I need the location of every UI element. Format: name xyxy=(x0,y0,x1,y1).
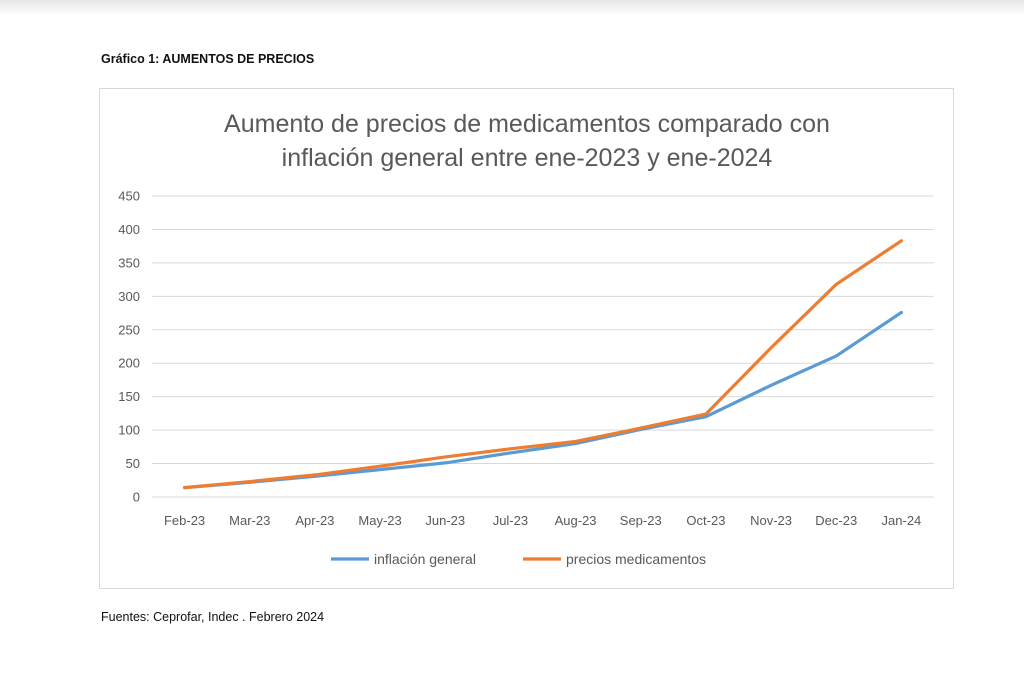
x-tick-label: Apr-23 xyxy=(295,513,334,528)
y-axis-tick-labels: 0 50 100 150 200 250 300 350 400 450 xyxy=(118,189,140,505)
x-tick-label: Jun-23 xyxy=(425,513,465,528)
legend: inflación general precios medicamentos xyxy=(331,551,706,567)
y-tick-label: 400 xyxy=(118,222,140,237)
chart-frame xyxy=(99,88,954,589)
x-tick-label: Oct-23 xyxy=(686,513,725,528)
y-tick-label: 0 xyxy=(133,490,140,505)
x-tick-label: Mar-23 xyxy=(229,513,270,528)
x-tick-label: Jul-23 xyxy=(493,513,528,528)
page-top-shadow xyxy=(0,0,1024,16)
source-note: Fuentes: Ceprofar, Indec . Febrero 2024 xyxy=(101,610,325,624)
chart-title-line-1: Aumento de precios de medicamentos compa… xyxy=(224,110,830,138)
x-tick-label: May-23 xyxy=(358,513,401,528)
series-line-precios-medicamentos xyxy=(183,239,904,490)
y-tick-label: 450 xyxy=(118,189,140,204)
series-lines xyxy=(183,239,904,490)
x-tick-label: Jan-24 xyxy=(882,513,922,528)
y-tick-label: 250 xyxy=(118,322,140,337)
legend-label: inflación general xyxy=(374,551,476,567)
y-tick-label: 100 xyxy=(118,423,140,438)
chart-title-line-2: inflación general entre ene-2023 y ene-2… xyxy=(281,144,773,172)
y-tick-label: 350 xyxy=(118,255,140,270)
x-axis-tick-labels: Feb-23 Mar-23 Apr-23 May-23 Jun-23 Jul-23 Aug-… xyxy=(164,513,921,528)
y-tick-label: 200 xyxy=(118,356,140,371)
x-tick-label: Feb-23 xyxy=(164,513,205,528)
x-tick-label: Nov-23 xyxy=(750,513,792,528)
legend-label: precios medicamentos xyxy=(566,551,706,567)
document-heading: Gráfico 1: AUMENTOS DE PRECIOS xyxy=(101,52,315,66)
y-tick-label: 150 xyxy=(118,389,140,404)
y-tick-label: 50 xyxy=(126,456,140,471)
series-line-inflacion-general xyxy=(183,310,904,490)
chart-title: Aumento de precios de medicamentos compa… xyxy=(0,107,1024,175)
x-tick-label: Aug-23 xyxy=(555,513,597,528)
x-tick-label: Dec-23 xyxy=(815,513,857,528)
y-tick-label: 300 xyxy=(118,289,140,304)
x-tick-label: Sep-23 xyxy=(620,513,662,528)
gridlines xyxy=(152,195,934,498)
